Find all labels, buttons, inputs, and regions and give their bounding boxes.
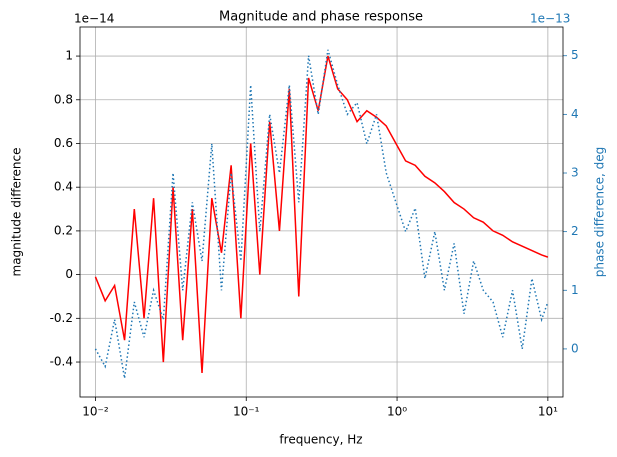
y2-tick-label: 4 — [571, 107, 579, 121]
y2-tick-label: 3 — [571, 166, 579, 180]
x-tick-label: 10⁻¹ — [233, 405, 260, 419]
y2-tick-label: 0 — [571, 341, 579, 355]
y-tick-label: 0.2 — [54, 223, 73, 237]
x-tick-label: 10⁻² — [82, 405, 109, 419]
y-tick-label: 0.4 — [54, 180, 73, 194]
y-tick-label: -0.2 — [50, 311, 73, 325]
y2-tick-label: 5 — [571, 48, 579, 62]
y-axis-label: magnitude difference — [10, 148, 24, 277]
y-tick-label: -0.4 — [50, 355, 73, 369]
y-tick-label: 0.6 — [54, 136, 73, 150]
chart-title: Magnitude and phase response — [219, 10, 423, 25]
line-series — [94, 49, 549, 379]
line-series — [94, 55, 549, 374]
y-tick-label: 1 — [65, 49, 73, 63]
y-offset-label: 1e−14 — [74, 12, 114, 26]
y-tick-label: 0.8 — [54, 92, 73, 106]
x-tick-label: 10¹ — [538, 405, 558, 419]
plot-frame — [79, 26, 564, 398]
y2-axis-label: phase difference, deg — [593, 147, 607, 278]
y-tick-label: 0 — [65, 267, 73, 281]
y2-tick-label: 1 — [571, 283, 579, 297]
x-tick-label: 10⁰ — [387, 405, 407, 419]
y2-offset-label: 1e−13 — [530, 12, 570, 26]
y2-tick-label: 2 — [571, 224, 579, 238]
x-axis-label: frequency, Hz — [279, 433, 362, 447]
